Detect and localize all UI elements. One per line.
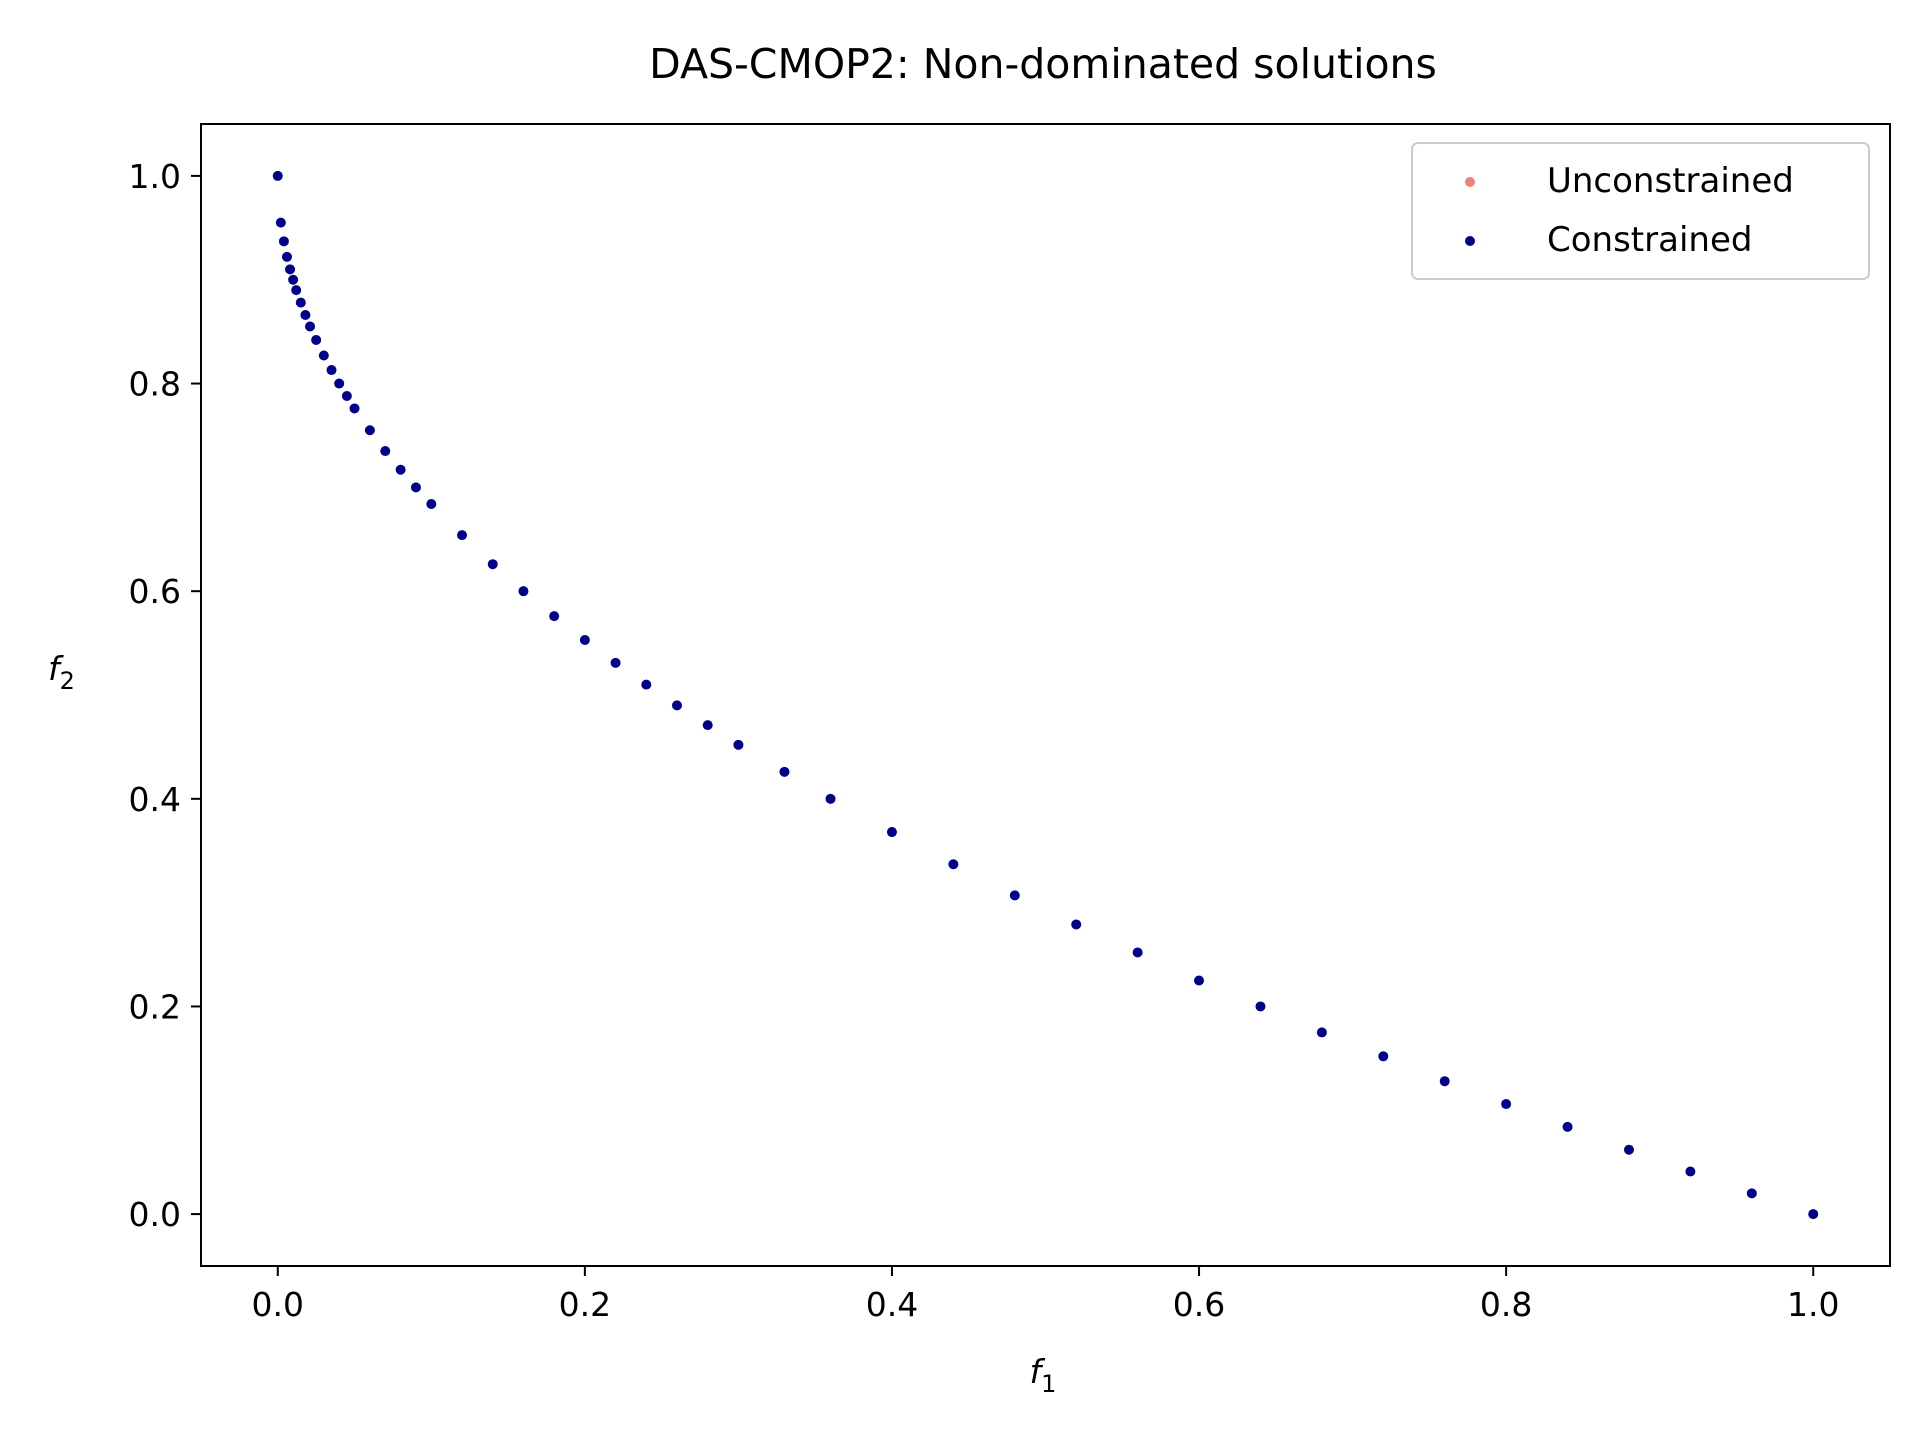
- data-point: [948, 859, 959, 870]
- data-point: [278, 236, 289, 247]
- data-point: [518, 586, 529, 597]
- data-point: [1562, 1121, 1573, 1132]
- plot-area: [201, 124, 1890, 1266]
- data-point: [1194, 975, 1205, 986]
- data-point: [1316, 1027, 1327, 1038]
- data-point: [295, 297, 306, 308]
- y-axis-label-sub: 2: [60, 667, 75, 695]
- data-point: [487, 559, 498, 570]
- x-tick-label: 0.8: [1480, 1285, 1532, 1324]
- data-point: [291, 285, 302, 296]
- x-axis-ticks: 0.0 0.2 0.4 0.6 0.8 1.0: [252, 1266, 1839, 1324]
- data-point: [825, 793, 836, 804]
- data-point: [341, 391, 352, 402]
- plot-frame: [200, 123, 1891, 1267]
- data-point: [579, 634, 590, 645]
- data-point: [671, 700, 682, 711]
- y-tick-label: 1.0: [129, 157, 181, 196]
- x-axis-label: f1: [1030, 1352, 1057, 1398]
- y-tick-label: 0.2: [129, 987, 181, 1026]
- data-point: [288, 274, 299, 285]
- data-point: [1746, 1188, 1757, 1199]
- x-axis-label-sub: 1: [1041, 1370, 1056, 1398]
- data-point: [1071, 919, 1082, 930]
- data-point: [1501, 1099, 1512, 1110]
- data-point: [1009, 890, 1020, 901]
- data-point: [272, 170, 283, 181]
- data-point: [886, 827, 897, 838]
- data-point: [1623, 1144, 1634, 1155]
- data-point: [702, 720, 713, 731]
- legend-marker-constrained: [1465, 236, 1475, 246]
- data-point: [1132, 947, 1143, 958]
- data-point: [1378, 1051, 1389, 1062]
- data-point: [1439, 1076, 1450, 1087]
- data-point: [311, 334, 322, 345]
- data-point: [318, 350, 329, 361]
- data-point: [395, 464, 406, 475]
- data-point: [326, 365, 337, 376]
- legend-box: [1411, 142, 1870, 280]
- x-tick-label: 0.0: [252, 1285, 304, 1324]
- legend-label-unconstrained: Unconstrained: [1547, 161, 1794, 201]
- data-point: [281, 251, 292, 262]
- chart-title: DAS-CMOP2: Non-dominated solutions: [649, 40, 1437, 88]
- y-tick-label: 0.6: [129, 572, 181, 611]
- data-point: [275, 217, 286, 228]
- series-constrained: [272, 170, 1819, 1220]
- data-point: [549, 611, 560, 622]
- y-tick-label: 0.8: [129, 365, 181, 404]
- data-point: [1685, 1166, 1696, 1177]
- data-point: [779, 766, 790, 777]
- x-tick-label: 0.2: [559, 1285, 611, 1324]
- data-point: [305, 321, 316, 332]
- legend-marker-unconstrained: [1465, 177, 1475, 187]
- y-axis-ticks: 0.0 0.2 0.4 0.6 0.8 1.0: [129, 157, 201, 1234]
- series-layer: [272, 170, 1819, 1220]
- data-point: [641, 679, 652, 690]
- data-point: [457, 530, 468, 541]
- x-tick-label: 0.4: [866, 1285, 918, 1324]
- legend: Unconstrained Constrained: [1411, 142, 1870, 280]
- data-point: [410, 482, 421, 493]
- data-point: [1255, 1001, 1266, 1012]
- data-point: [1808, 1209, 1819, 1220]
- x-tick-label: 1.0: [1787, 1285, 1839, 1324]
- y-tick-label: 0.0: [129, 1195, 181, 1234]
- legend-label-constrained: Constrained: [1547, 220, 1752, 260]
- data-point: [285, 264, 296, 275]
- data-point: [733, 739, 744, 750]
- data-point: [364, 425, 375, 436]
- data-point: [349, 403, 360, 414]
- x-tick-label: 0.6: [1173, 1285, 1225, 1324]
- data-point: [380, 446, 391, 457]
- data-point: [426, 498, 437, 509]
- y-tick-label: 0.4: [129, 780, 181, 819]
- data-point: [610, 657, 621, 668]
- data-point: [334, 378, 345, 389]
- data-point: [300, 310, 311, 321]
- y-axis-label: f2: [48, 649, 75, 695]
